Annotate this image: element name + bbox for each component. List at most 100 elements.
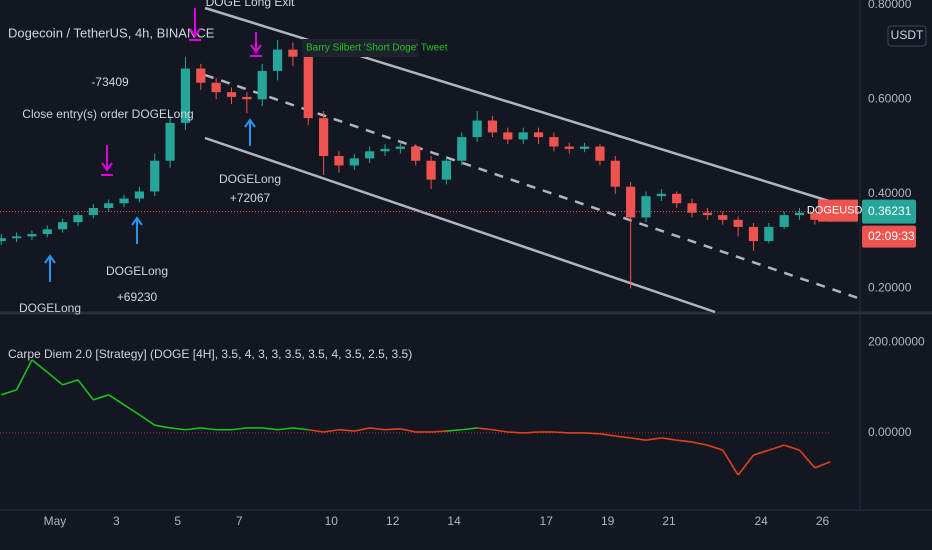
indicator-segment (200, 427, 217, 431)
indicator-segment (798, 449, 816, 469)
candle-body (656, 193, 666, 197)
candle-body (11, 236, 22, 239)
candle-body (441, 160, 452, 180)
indicator-segment (384, 428, 401, 431)
indicator-segment (691, 441, 708, 446)
candle-body (748, 226, 759, 242)
indicator-segment (523, 431, 539, 434)
currency-button-label[interactable]: USDT (891, 28, 924, 42)
candle-body (226, 92, 237, 97)
indicator-segment (461, 427, 478, 431)
indicator-segment (584, 432, 600, 435)
indicator-segment (446, 428, 462, 432)
annotation: Close entry(s) order DOGELong (22, 107, 193, 121)
candle-body (334, 156, 344, 166)
candle-body (319, 118, 329, 156)
indicator-segment (308, 428, 324, 433)
candle-body (349, 158, 359, 166)
candle-body (196, 68, 206, 83)
indicator-segment (108, 394, 125, 406)
annotation: DOGELong (106, 264, 168, 278)
y-tick-label: 200.00000 (868, 334, 925, 348)
indicator-segment (123, 404, 140, 416)
long-arrow (131, 216, 143, 244)
candle-body (272, 49, 283, 71)
indicator-segment (661, 437, 677, 441)
x-tick-label: 21 (662, 514, 676, 528)
indicator-segment (492, 428, 508, 433)
candle-body (641, 196, 651, 218)
indicator-segment (783, 444, 800, 451)
y-tick-label: 0.80000 (868, 0, 912, 11)
candle-body (503, 132, 513, 140)
x-tick-label: 17 (540, 514, 554, 528)
candle-body (257, 70, 267, 100)
indicator-segment (737, 454, 755, 476)
candle-body (672, 193, 682, 204)
indicator-segment (354, 427, 370, 432)
price-tag: 0.36231 (868, 204, 912, 218)
indicator-segment (77, 379, 94, 401)
indicator-segment (46, 371, 64, 386)
annotation: +72067 (230, 191, 271, 205)
candle-body (0, 238, 6, 242)
indicator-segment (630, 437, 647, 441)
x-tick-label: 19 (601, 514, 615, 528)
candle-body (395, 146, 405, 149)
button-frame[interactable] (887, 25, 927, 47)
annotation: +69230 (117, 290, 158, 304)
x-tick-label: 3 (113, 514, 120, 528)
candle-body (42, 229, 52, 234)
indicator-segment (477, 427, 493, 431)
candle-body (426, 160, 436, 180)
indicator-segment (553, 431, 570, 434)
symbol-tag: DOGEUSDT (807, 205, 870, 217)
candle-body (487, 120, 498, 133)
indicator-segment (338, 428, 355, 432)
candle-body (411, 146, 421, 161)
y-tick-label: 0.60000 (868, 91, 912, 105)
indicator-segment (400, 428, 416, 433)
candle-body (180, 68, 191, 123)
countdown-bg (862, 225, 916, 248)
indicator-segment (615, 435, 631, 439)
candle-body (134, 191, 144, 199)
annotations: DOGE Long Exit Barry Silbert 'Short Doge… (19, 0, 448, 315)
annotation: DOGE Long Exit (206, 0, 295, 9)
y-tick-label: 0.20000 (868, 281, 912, 295)
signal-arrows (44, 8, 262, 282)
annotation: -73409 (91, 75, 129, 89)
indicator-segment (722, 449, 739, 476)
candle-body (165, 122, 175, 161)
annotation: DOGELong (19, 301, 81, 315)
indicator-segment (507, 431, 524, 434)
candle-body (579, 146, 590, 149)
exit-arrow (189, 8, 201, 41)
candle-body (718, 215, 728, 220)
x-tick-label: 24 (754, 514, 768, 528)
candle-body (533, 132, 544, 138)
candle-body (119, 198, 129, 204)
indicator-segment (31, 359, 48, 373)
symbol-title: Dogecoin / TetherUS, 4h, BINANCE (8, 25, 215, 40)
indicator-segment (645, 437, 662, 441)
indicator-segment (707, 444, 724, 451)
candle-body (626, 186, 636, 218)
indicator-title: Carpe Diem 2.0 [Strategy] (DOGE [4H], 3.… (8, 347, 412, 361)
indicator-segment (676, 439, 693, 443)
y-tick-label: 0.40000 (868, 186, 912, 200)
candle-body (794, 212, 805, 216)
exit-arrow (101, 145, 113, 176)
currency-button[interactable]: USDT (887, 25, 927, 47)
x-tick-label: 12 (386, 514, 400, 528)
indicator-segment (138, 414, 156, 426)
indicator-segment (154, 424, 171, 429)
x-tick-label: 14 (447, 514, 461, 528)
price-tag-bg (862, 199, 916, 224)
annotation: Barry Silbert 'Short Doge' Tweet (306, 43, 448, 54)
candle-body (211, 82, 221, 93)
indicator-segment (170, 427, 186, 431)
indicator-segment (262, 427, 278, 431)
